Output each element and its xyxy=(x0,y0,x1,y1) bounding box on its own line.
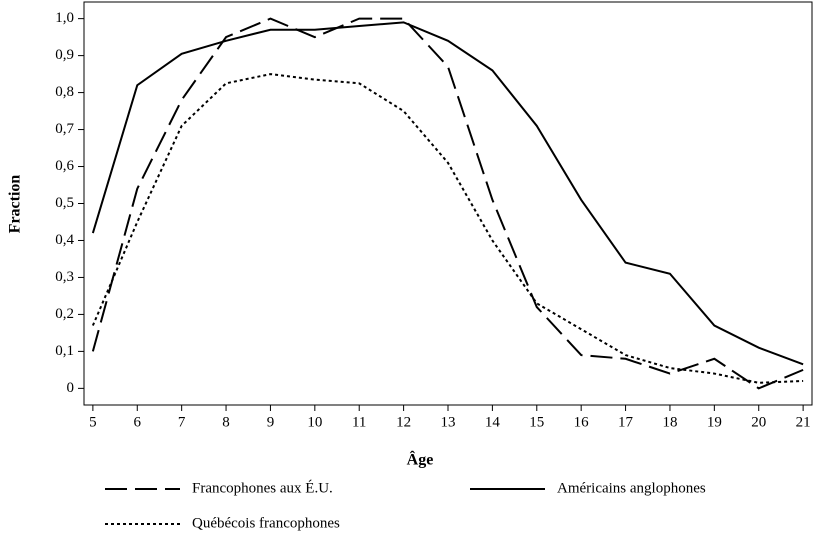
x-tick-label: 11 xyxy=(352,414,366,430)
x-tick-label: 8 xyxy=(222,414,230,430)
x-tick-label: 10 xyxy=(307,414,322,430)
x-tick-label: 15 xyxy=(529,414,544,430)
y-tick-label: 0,6 xyxy=(55,158,74,174)
x-tick-label: 21 xyxy=(796,414,811,430)
x-tick-label: 6 xyxy=(134,414,142,430)
x-tick-label: 20 xyxy=(751,414,766,430)
x-tick-label: 5 xyxy=(89,414,97,430)
y-tick-label: 0,9 xyxy=(55,47,74,63)
y-tick-label: 0 xyxy=(67,380,75,396)
x-axis-title: Âge xyxy=(407,450,434,469)
series-line xyxy=(91,21,804,366)
y-axis-title: Fraction xyxy=(7,175,24,234)
y-tick-label: 0,8 xyxy=(55,84,74,100)
legend-label: Américains anglophones xyxy=(557,480,706,496)
series-line xyxy=(91,73,804,384)
x-tick-label: 7 xyxy=(178,414,186,430)
y-tick-label: 0,7 xyxy=(55,121,74,137)
series-line xyxy=(91,17,804,390)
x-tick-label: 17 xyxy=(618,414,634,430)
x-tick-label: 13 xyxy=(441,414,456,430)
x-tick-label: 14 xyxy=(485,414,501,430)
y-tick-label: 0,1 xyxy=(55,343,74,359)
legend-label: Québécois francophones xyxy=(192,515,340,531)
y-tick-label: 1,0 xyxy=(55,10,74,26)
y-tick-label: 0,4 xyxy=(55,232,74,248)
x-tick-label: 12 xyxy=(396,414,411,430)
x-tick-label: 18 xyxy=(662,414,677,430)
plot-frame xyxy=(83,1,813,406)
legend-label: Francophones aux É.U. xyxy=(192,479,333,496)
y-tick-label: 0,3 xyxy=(55,269,74,285)
y-tick-label: 0,5 xyxy=(55,195,74,211)
x-tick-label: 19 xyxy=(707,414,722,430)
y-tick-label: 0,2 xyxy=(55,306,74,322)
x-tick-label: 16 xyxy=(574,414,590,430)
x-tick-label: 9 xyxy=(267,414,275,430)
